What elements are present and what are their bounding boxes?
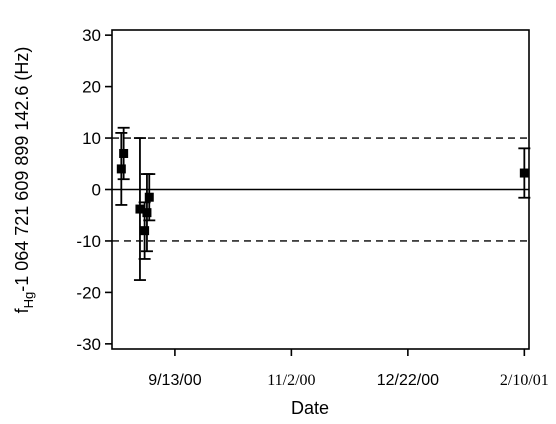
data-point (117, 126, 130, 181)
y-axis-title-prefix: f (12, 307, 32, 313)
point-marker (142, 208, 152, 218)
data-point (143, 173, 156, 222)
x-axis-title: Date (291, 398, 329, 418)
point-marker (140, 226, 150, 236)
x-tick-label: 2/10/01 (500, 372, 549, 389)
point-marker (519, 168, 529, 178)
data-point (140, 173, 153, 253)
data-point (518, 147, 531, 199)
y-tick-label: 20 (82, 78, 101, 97)
y-axis-ticks: -30 -20 -10 0 10 20 30 (76, 26, 112, 354)
x-tick-label: 11/2/00 (267, 372, 315, 389)
x-axis-ticks: 9/13/00 11/2/00 12/22/00 2/10/01 (148, 349, 549, 389)
y-tick-label: -20 (76, 283, 101, 302)
point-marker (119, 148, 129, 158)
y-tick-label: 10 (82, 129, 101, 148)
y-tick-label: 30 (82, 26, 101, 45)
data-point (133, 137, 146, 281)
point-marker (116, 164, 126, 174)
point-marker (135, 204, 145, 214)
y-tick-label: -10 (76, 232, 101, 251)
y-tick-label: 0 (92, 181, 101, 200)
x-tick-label: 9/13/00 (148, 372, 201, 389)
reference-lines (112, 137, 529, 242)
y-axis-title: fHg-1 064 721 609 899 142.6 (Hz) (12, 47, 36, 314)
data-point (115, 132, 128, 206)
point-marker (144, 192, 154, 202)
y-tick-label: -30 (76, 335, 101, 354)
y-axis-title-suffix: -1 064 721 609 899 142.6 (Hz) (12, 47, 32, 292)
x-tick-label: 12/22/00 (377, 372, 439, 389)
y-axis-title-subscript: Hg (21, 292, 36, 309)
data-points (115, 126, 531, 281)
